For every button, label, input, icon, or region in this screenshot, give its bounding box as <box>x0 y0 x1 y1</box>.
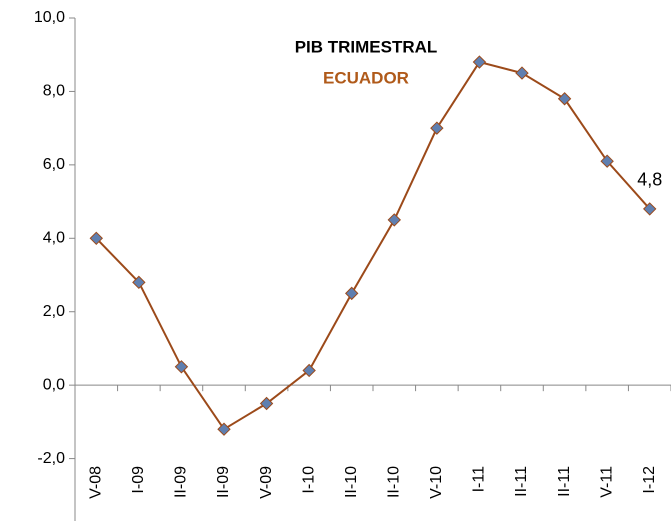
y-tick-label: 2,0 <box>43 303 65 320</box>
x-tick-label: II-09 <box>173 466 190 498</box>
marker <box>472 55 487 69</box>
marker <box>132 275 146 290</box>
y-tick-label: 6,0 <box>43 156 65 173</box>
marker <box>557 92 572 106</box>
x-tick-label: I-09 <box>130 466 147 494</box>
y-tick-label: 10,0 <box>34 9 65 26</box>
marker <box>259 396 274 411</box>
y-tick-label: 0,0 <box>43 376 65 393</box>
x-tick-label: II-10 <box>343 466 360 498</box>
marker <box>302 363 316 378</box>
x-tick-label: II-11 <box>513 466 530 497</box>
x-tick-label: I-10 <box>300 466 317 494</box>
marker <box>345 286 359 301</box>
x-tick-label: V-10 <box>428 466 445 499</box>
x-tick-label: I-12 <box>641 466 658 494</box>
marker <box>217 422 231 436</box>
y-tick-label: 8,0 <box>43 83 65 100</box>
marker <box>430 121 444 135</box>
x-tick-label: V-08 <box>88 466 105 499</box>
y-tick-label: 4,0 <box>43 230 65 247</box>
y-tick-label: -2,0 <box>37 450 65 467</box>
marker <box>174 360 189 374</box>
chart-title: PIB TRIMESTRAL <box>295 37 438 56</box>
marker <box>387 213 401 227</box>
x-tick-label: II-11 <box>556 466 573 497</box>
marker <box>600 154 614 168</box>
x-tick-label: II-09 <box>215 466 232 498</box>
data-label: 4,8 <box>637 170 662 190</box>
x-tick-label: V-09 <box>258 466 275 499</box>
marker <box>89 231 103 245</box>
x-tick-label: V-11 <box>598 466 615 498</box>
marker <box>643 202 657 216</box>
marker <box>515 66 529 80</box>
series-line <box>95 60 651 431</box>
x-tick-label: II-10 <box>386 466 403 498</box>
x-tick-label: I-11 <box>471 466 488 492</box>
chart-subtitle: ECUADOR <box>323 68 409 87</box>
